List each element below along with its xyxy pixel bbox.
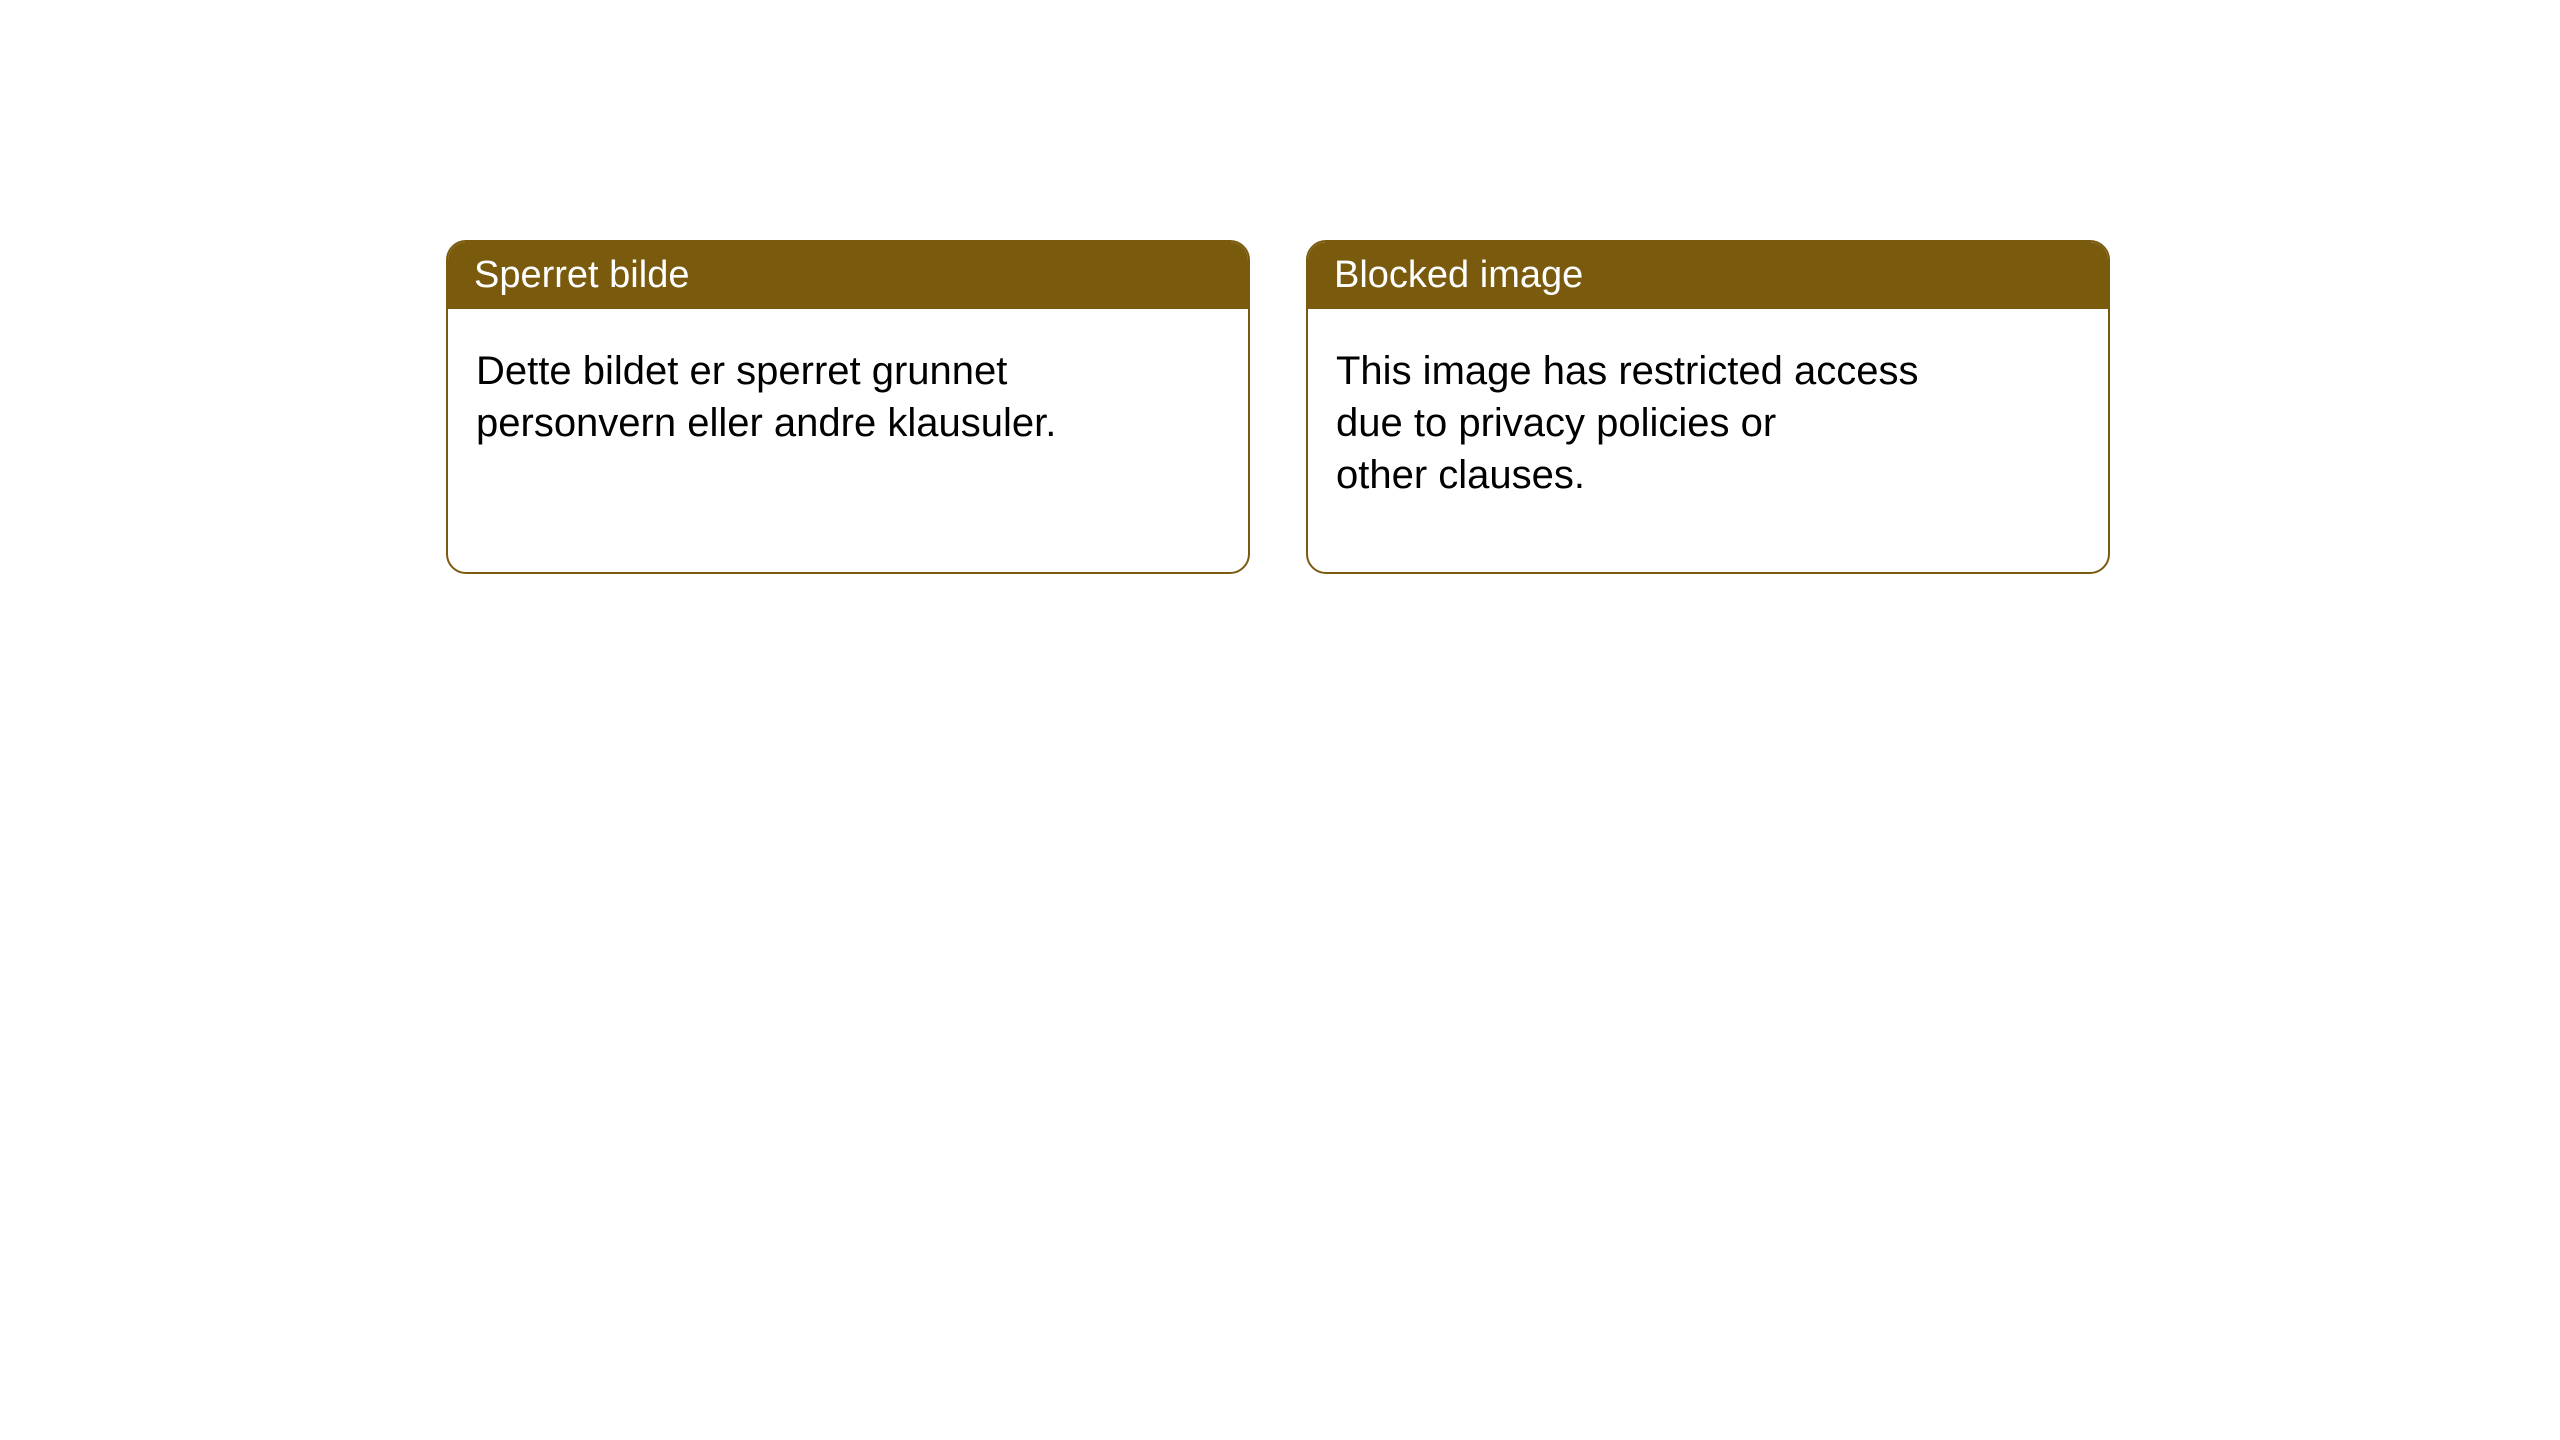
notice-header: Blocked image bbox=[1308, 242, 2108, 309]
notice-container: Sperret bilde Dette bildet er sperret gr… bbox=[0, 0, 2560, 574]
notice-body: This image has restricted access due to … bbox=[1308, 309, 2108, 537]
notice-card-english: Blocked image This image has restricted … bbox=[1306, 240, 2110, 574]
notice-card-norwegian: Sperret bilde Dette bildet er sperret gr… bbox=[446, 240, 1250, 574]
notice-header: Sperret bilde bbox=[448, 242, 1248, 309]
notice-body: Dette bildet er sperret grunnet personve… bbox=[448, 309, 1248, 485]
